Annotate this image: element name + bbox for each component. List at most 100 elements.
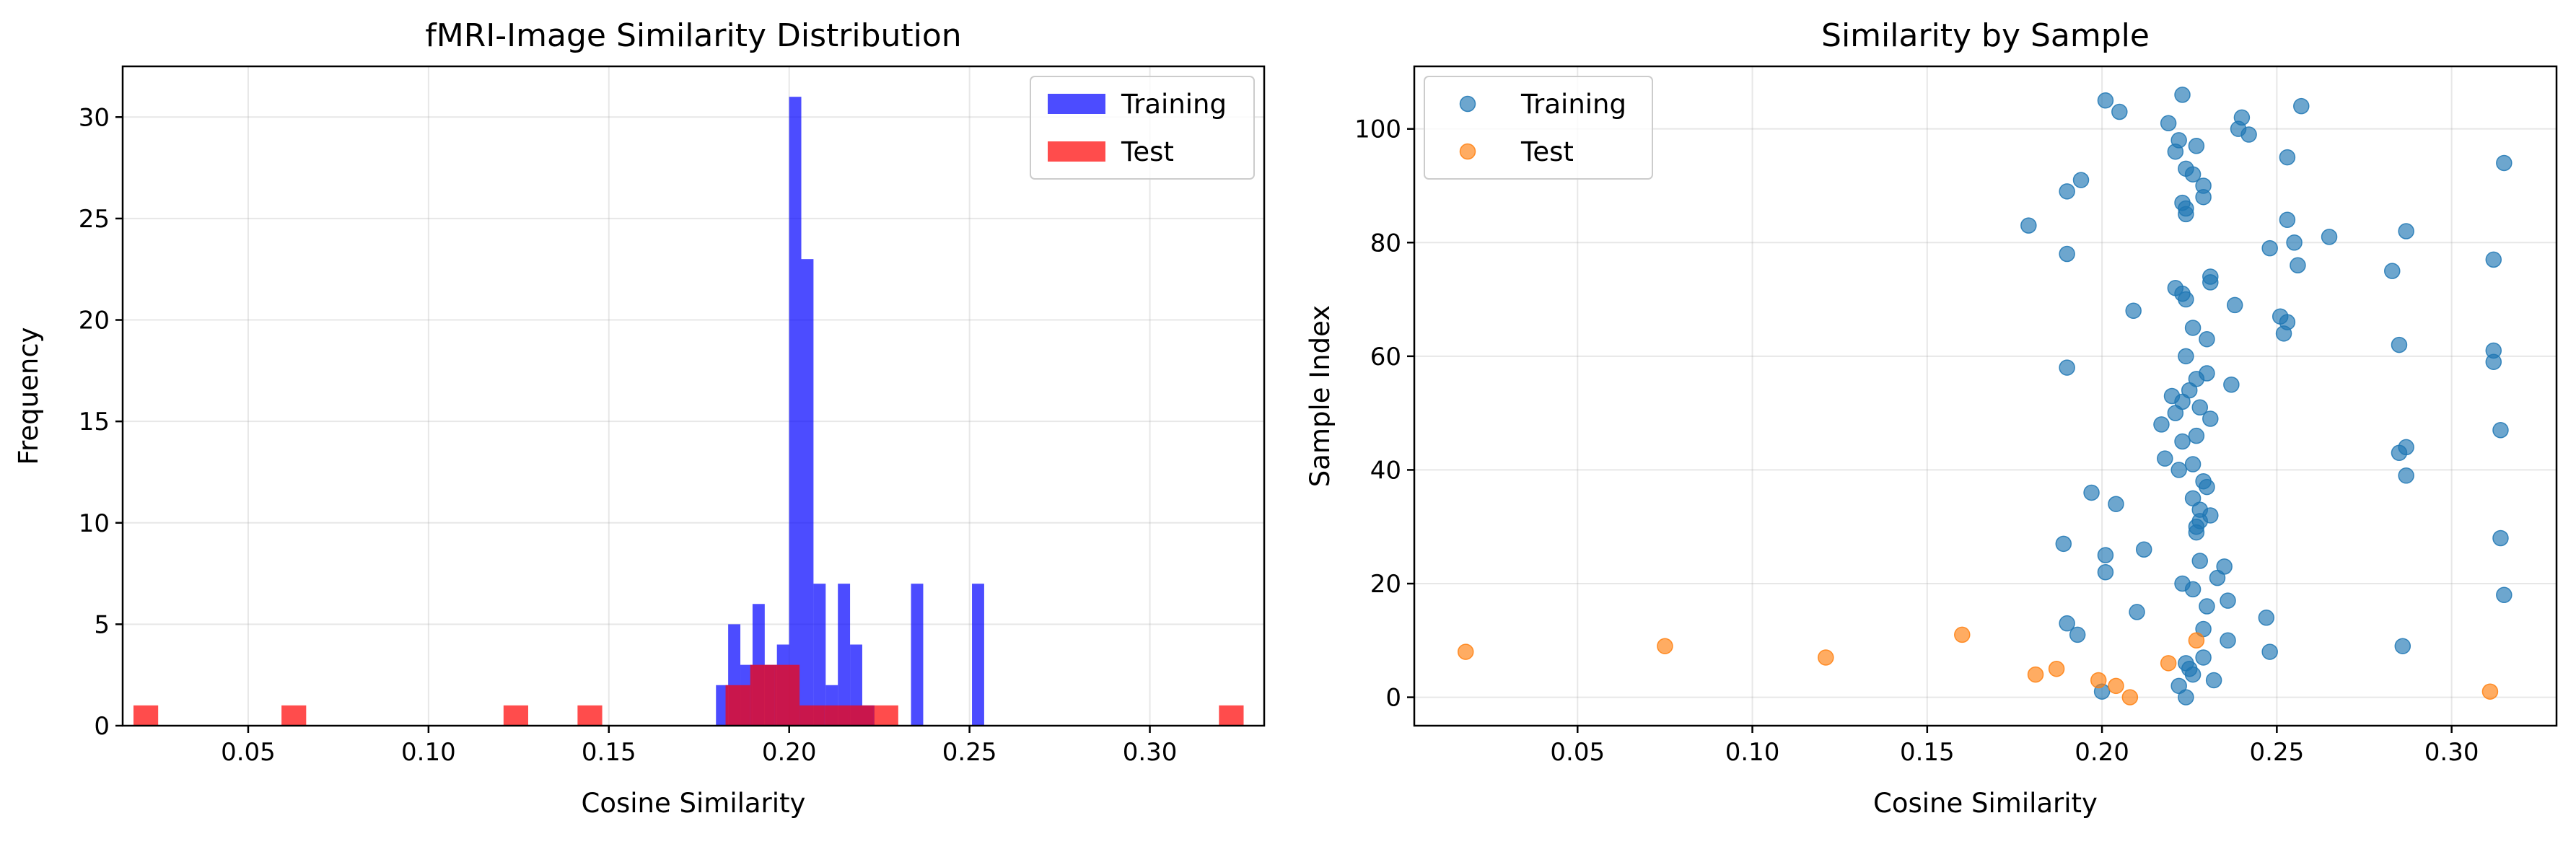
histogram-bar-test xyxy=(774,664,800,726)
scatter-point-training xyxy=(2216,558,2233,575)
scatter-point-training xyxy=(2398,439,2414,456)
scatter-point-training xyxy=(2097,547,2114,563)
scatter-point-training xyxy=(2485,342,2502,359)
scatter-y-axis-label: Sample Index xyxy=(1305,305,1336,487)
scatter-point-training xyxy=(2163,387,2181,405)
scatter-point-training xyxy=(2184,490,2202,507)
scatter-point-training xyxy=(2108,496,2124,512)
scatter-point-training xyxy=(2258,610,2275,626)
scatter-y-tick-label: 60 xyxy=(1370,343,1401,372)
hist-y-tick-label: 30 xyxy=(79,103,110,132)
scatter-x-tick-label: 0.30 xyxy=(2424,738,2479,767)
scatter-legend-box xyxy=(1424,76,1653,180)
scatter-point-training xyxy=(2020,217,2037,234)
scatter-x-tick-label: 0.15 xyxy=(1900,738,1955,767)
scatter-point-test xyxy=(2481,683,2499,700)
scatter-point-training xyxy=(2055,535,2072,553)
scatter-x-tick-label: 0.20 xyxy=(2075,738,2129,767)
scatter-point-test xyxy=(1954,626,1971,643)
scatter-point-training xyxy=(2286,234,2303,251)
scatter-point-training xyxy=(2199,330,2215,348)
hist-x-tick-label: 0.30 xyxy=(1123,738,1178,767)
scatter-x-tick-label: 0.10 xyxy=(1725,738,1780,767)
histogram-bar-training xyxy=(801,259,814,726)
scatter-point-training xyxy=(2157,450,2173,467)
scatter-point-training xyxy=(2226,296,2243,314)
histogram-bar-test xyxy=(725,685,750,726)
scatter-panel: 0.05 0.10 0.15 0.20 0.25 0.30 0 20 40 60 80 100 Si… xyxy=(1305,17,2558,819)
hist-x-tick-label: 0.15 xyxy=(582,738,636,767)
scatter-point-training xyxy=(2188,427,2205,444)
scatter-point-training xyxy=(2485,251,2502,268)
scatter-point-training xyxy=(2069,626,2086,643)
histogram-bar-test xyxy=(133,705,159,726)
scatter-point-training xyxy=(2220,632,2236,649)
scatter-point-training xyxy=(2059,615,2075,632)
hist-y-tick-label: 10 xyxy=(79,509,110,538)
histogram-bar-training xyxy=(789,97,802,726)
scatter-points xyxy=(1457,87,2513,705)
scatter-point-training xyxy=(2097,564,2114,581)
hist-x-tick-label: 0.05 xyxy=(221,738,276,767)
scatter-y-tick-label: 0 xyxy=(1385,684,1401,713)
scatter-point-training xyxy=(2202,410,2219,427)
histogram-bar-test xyxy=(824,705,849,726)
histogram-bar-test xyxy=(281,705,307,726)
scatter-point-training xyxy=(2191,399,2209,416)
scatter-point-training xyxy=(2129,604,2145,620)
histogram-bar-test xyxy=(849,705,874,726)
hist-y-tick-label: 0 xyxy=(94,712,110,741)
scatter-point-test xyxy=(2121,689,2139,705)
scatter-y-tick-label: 100 xyxy=(1354,115,1401,144)
scatter-point-training xyxy=(2170,677,2187,695)
scatter-point-training xyxy=(2391,336,2408,353)
histogram-bar-test xyxy=(503,705,529,726)
scatter-point-training xyxy=(2199,598,2215,615)
histogram-bar-training xyxy=(972,584,984,726)
scatter-point-training xyxy=(2261,643,2278,660)
hist-x-tick-label: 0.20 xyxy=(762,738,817,767)
scatter-point-training xyxy=(2191,553,2209,569)
histogram-bar-test xyxy=(750,664,775,726)
histogram-bar-training xyxy=(911,584,924,726)
scatter-point-training xyxy=(2072,172,2090,188)
scatter-x-ticks: 0.05 0.10 0.15 0.20 0.25 0.30 xyxy=(1550,726,2479,767)
scatter-point-test xyxy=(1457,643,1474,660)
scatter-point-training xyxy=(2195,472,2212,490)
scatter-point-training xyxy=(2496,154,2513,172)
scatter-point-training xyxy=(2188,138,2205,154)
legend-swatch-training xyxy=(1048,94,1105,114)
histogram-bar-training xyxy=(716,685,729,726)
scatter-point-training xyxy=(2059,183,2075,200)
scatter-point-training xyxy=(2083,484,2100,501)
hist-y-tick-label: 5 xyxy=(94,610,110,639)
scatter-point-training xyxy=(2174,575,2191,592)
scatter-point-training xyxy=(2135,541,2152,558)
scatter-y-tick-label: 20 xyxy=(1370,570,1401,599)
legend-swatch-test xyxy=(1048,141,1105,162)
histogram-y-ticks: 0 5 10 15 20 25 30 xyxy=(79,103,123,741)
scatter-point-test xyxy=(2090,672,2107,689)
scatter-point-training xyxy=(2059,245,2075,263)
hist-x-tick-label: 0.10 xyxy=(401,738,456,767)
scatter-point-test xyxy=(2027,666,2044,683)
scatter-point-training xyxy=(2174,433,2191,450)
histogram-bar-training xyxy=(838,584,851,726)
scatter-y-ticks: 0 20 40 60 80 100 xyxy=(1354,115,1414,713)
histogram-y-axis-label: Frequency xyxy=(13,327,44,465)
hist-y-tick-label: 25 xyxy=(79,205,110,234)
legend-marker-training xyxy=(1459,95,1476,113)
histogram-title: fMRI-Image Similarity Distribution xyxy=(425,17,961,54)
histogram-panel: 0.05 0.10 0.15 0.20 0.25 0.30 0 5 10 15 20 25 30 fM… xyxy=(13,17,1266,819)
scatter-point-training xyxy=(2160,115,2177,132)
scatter-point-training xyxy=(2220,592,2236,609)
scatter-legend: Training Test xyxy=(1424,76,1653,180)
histogram-bar-test xyxy=(799,705,825,726)
scatter-point-training xyxy=(2233,109,2251,126)
scatter-point-training xyxy=(2184,320,2202,336)
histogram-axes-frame xyxy=(121,65,1266,727)
scatter-point-test xyxy=(2188,632,2205,649)
scatter-x-tick-label: 0.25 xyxy=(2250,738,2305,767)
histogram-bar-training xyxy=(813,584,826,726)
